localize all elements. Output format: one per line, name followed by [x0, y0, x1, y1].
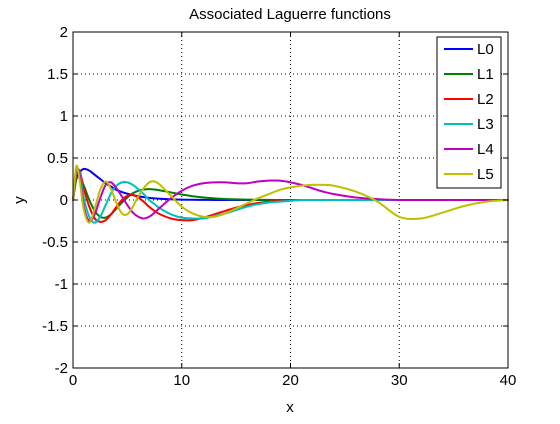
- y-tick-label: 0.5: [47, 150, 68, 167]
- y-tick-label: 1.5: [47, 66, 68, 83]
- legend-label-l0: L0: [477, 41, 494, 58]
- series-line-l3: [72, 167, 509, 224]
- legend-label-l1: L1: [477, 66, 494, 83]
- legend-label-l3: L3: [477, 116, 494, 133]
- y-tick-label: -1.5: [42, 318, 68, 335]
- y-tick-label: 0: [60, 192, 68, 209]
- legend-label-l5: L5: [477, 166, 494, 183]
- legend: L0 L1 L2 L3 L4 L5: [436, 36, 502, 189]
- y-tick-labels: -2 -1.5 -1 -0.5 0 0.5 1 1.5 2: [42, 24, 68, 377]
- series-layer: [72, 164, 509, 224]
- y-axis-label: y: [11, 196, 28, 204]
- x-tick-label: 20: [282, 372, 299, 389]
- y-tick-label: -0.5: [42, 234, 68, 251]
- x-axis-label: x: [286, 399, 294, 416]
- legend-box: [436, 36, 502, 189]
- x-tick-label: 30: [391, 372, 408, 389]
- legend-label-l2: L2: [477, 91, 494, 108]
- x-tick-label: 10: [173, 372, 190, 389]
- series-line-l4: [72, 166, 509, 223]
- x-tick-label: 40: [500, 372, 517, 389]
- y-tick-label: -2: [55, 360, 68, 377]
- legend-label-l4: L4: [477, 141, 494, 158]
- y-tick-label: 2: [60, 24, 68, 41]
- tick-layer: [72, 31, 509, 369]
- y-tick-label: -1: [55, 276, 68, 293]
- x-tick-label: 0: [69, 372, 77, 389]
- x-tick-labels: 0 10 20 30 40: [69, 372, 517, 389]
- series-line-l5: [72, 164, 509, 224]
- legend-items: L0 L1 L2 L3 L4 L5: [444, 41, 494, 183]
- y-tick-label: 1: [60, 108, 68, 125]
- chart-title: Associated Laguerre functions: [189, 6, 391, 23]
